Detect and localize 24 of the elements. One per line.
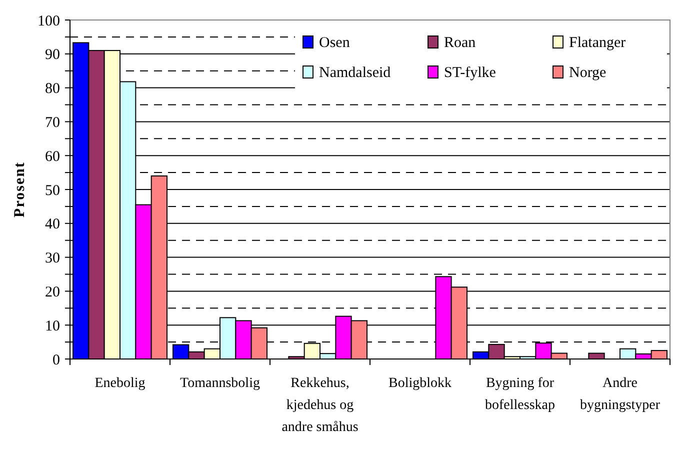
y-tick-label: 100: [38, 13, 60, 30]
y-tick-label: 90: [45, 47, 60, 64]
y-tick-label: 10: [45, 318, 60, 334]
y-tick-label: 60: [45, 148, 60, 165]
legend-label: Namdalseid: [319, 65, 392, 81]
y-axis-title: Prosent: [12, 162, 28, 218]
y-tick-label: 80: [45, 81, 60, 98]
y-tick-label: 0: [52, 352, 60, 368]
legend-label: Flatanger: [569, 35, 626, 51]
y-tick-label: 40: [45, 216, 60, 233]
x-tick-label: Boligblokk: [388, 376, 452, 391]
x-tick-label: Tomannsbolig: [180, 376, 260, 391]
x-tick-label: Andre bygningstyper: [580, 376, 660, 413]
y-tick-label: 50: [45, 182, 60, 199]
x-tick-label: Rekkehus, kjedehus og andre småhus: [282, 376, 358, 435]
y-tick-label: 20: [45, 284, 60, 300]
legend-label: ST-fylke: [444, 65, 496, 81]
legend-label: Norge: [569, 65, 607, 81]
legend-label: Osen: [319, 35, 350, 51]
legend-label: Roan: [444, 35, 476, 51]
y-tick-label: 70: [45, 114, 60, 131]
x-tick-label: Bygning for bofellesskap: [485, 376, 555, 413]
x-tick-label: Enebolig: [94, 376, 146, 391]
y-tick-label: 30: [45, 250, 60, 267]
